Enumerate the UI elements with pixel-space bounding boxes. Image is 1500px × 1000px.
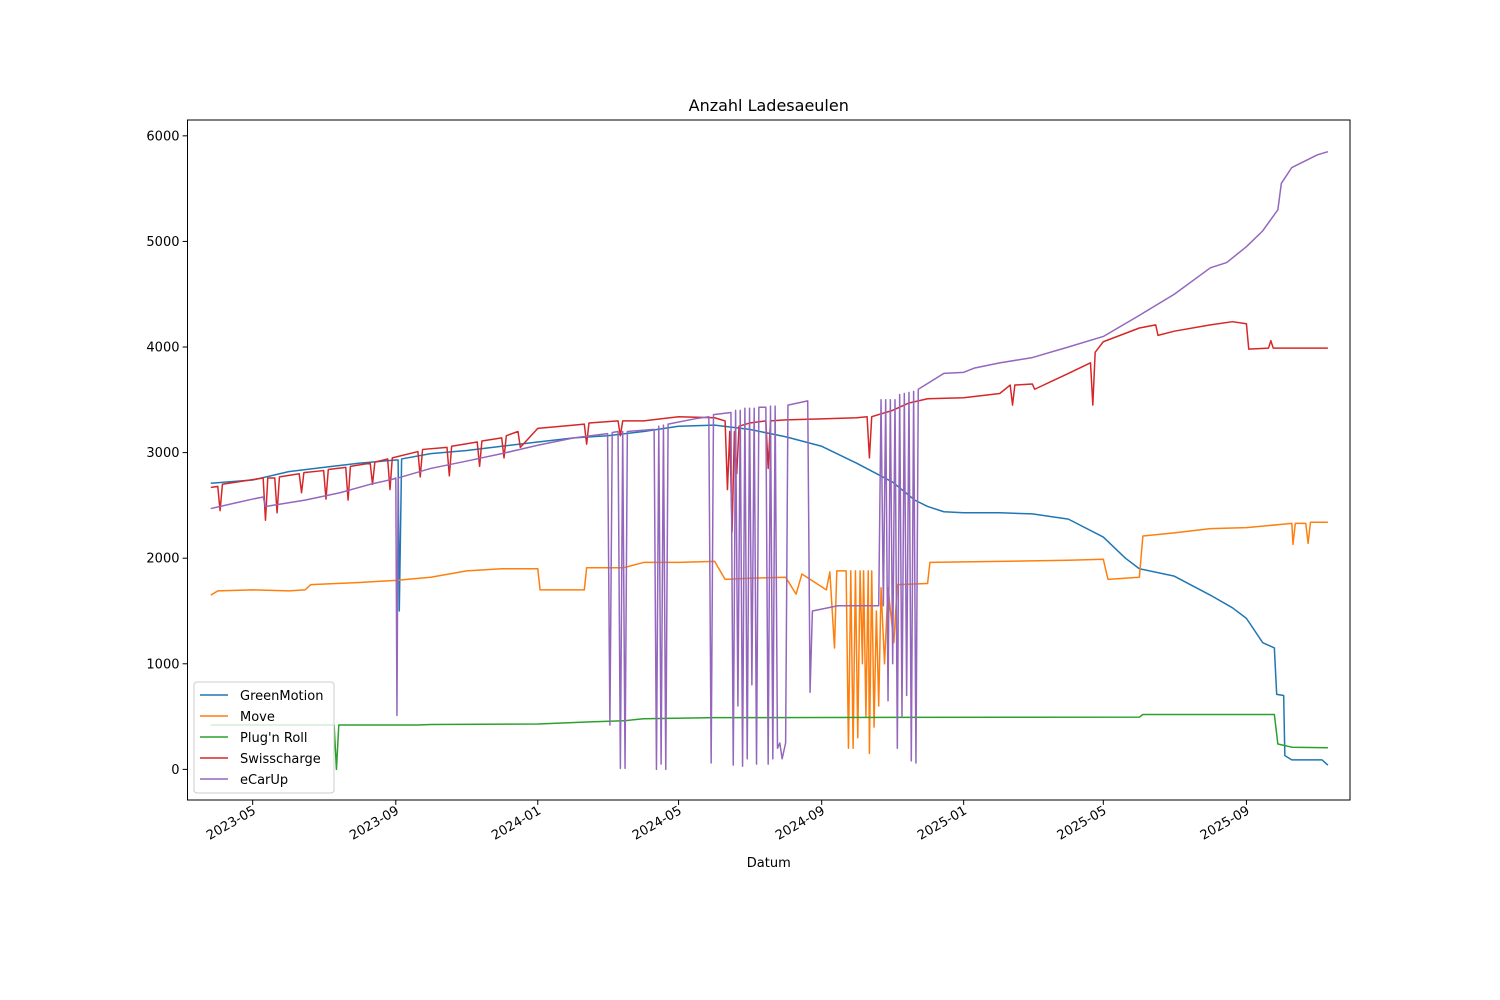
series-line-1 <box>210 521 1328 755</box>
y-tick-label-6: 6000 <box>146 129 179 144</box>
legend: GreenMotion Move Plug'n Roll Swisscharge eCa… <box>193 681 335 794</box>
series-line-4 <box>210 150 1329 771</box>
series-line-3 <box>210 320 1328 533</box>
legend-label-1: Move <box>240 710 275 725</box>
series-lines <box>210 150 1329 771</box>
x-axis-label: Datum <box>747 856 791 871</box>
y-tick-label-4: 4000 <box>146 341 179 356</box>
legend-label-4: eCarUp <box>240 773 288 788</box>
y-tick-label-5: 5000 <box>146 235 179 250</box>
y-tick-label-3: 3000 <box>146 446 179 461</box>
legend-label-2: Plug'n Roll <box>240 731 308 746</box>
legend-box <box>193 681 335 794</box>
series-line-0 <box>210 424 1329 766</box>
y-tick-label-0: 0 <box>171 763 179 778</box>
y-tick-label-2: 2000 <box>146 552 179 567</box>
legend-label-3: Swisscharge <box>240 752 321 767</box>
y-tick-label-1: 1000 <box>146 657 179 672</box>
series-line-2 <box>210 713 1328 771</box>
legend-label-0: GreenMotion <box>240 689 323 704</box>
plot-frame <box>187 119 1351 801</box>
y-axis-ticks: 0 1000 2000 3000 4000 5000 6000 <box>146 129 188 778</box>
chart-title: Anzahl Ladesaeulen <box>689 96 849 115</box>
